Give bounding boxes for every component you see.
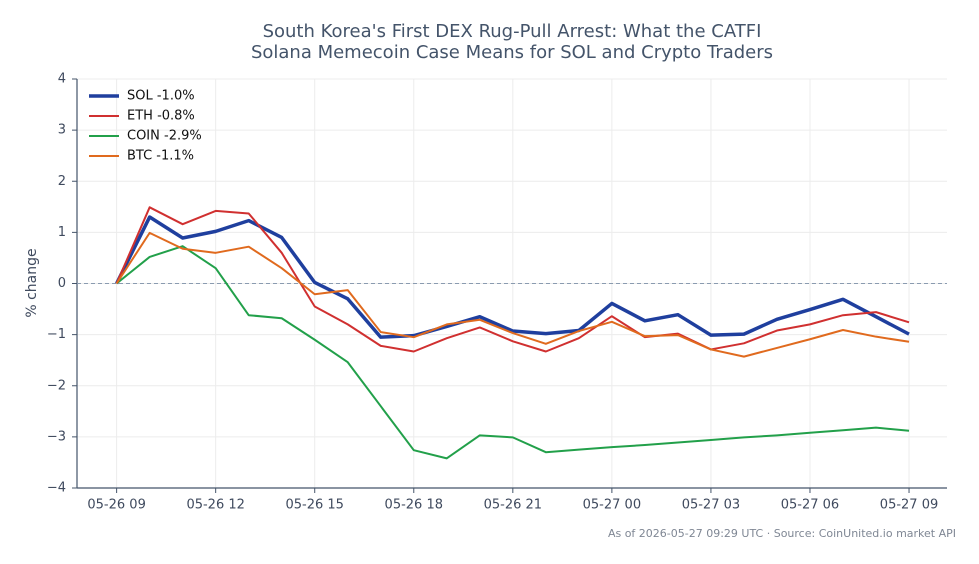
x-tick-label: 05-26 21 <box>484 498 542 513</box>
x-tick-label: 05-26 18 <box>385 498 443 513</box>
series-line <box>115 245 910 460</box>
x-tick-label: 05-26 15 <box>285 498 343 513</box>
legend-label: ETH -0.8% <box>127 109 195 124</box>
x-tick-label: 05-27 06 <box>781 498 839 513</box>
y-axis-label: % change <box>24 248 40 317</box>
y-tick-label: −2 <box>47 378 66 393</box>
y-tick-label: 2 <box>58 174 66 189</box>
series-line <box>115 215 910 339</box>
chart-title: South Korea's First DEX Rug-Pull Arrest:… <box>263 21 762 42</box>
x-tick-label: 05-26 09 <box>87 498 145 513</box>
y-tick-label: 4 <box>58 72 66 87</box>
y-tick-label: 0 <box>58 276 66 291</box>
x-tick-label: 05-27 00 <box>583 498 641 513</box>
y-tick-label: −4 <box>47 481 66 496</box>
x-tick-label: 05-26 12 <box>186 498 244 513</box>
y-tick-label: −3 <box>47 429 66 444</box>
series-line <box>115 206 910 353</box>
x-tick-label: 05-27 09 <box>880 498 938 513</box>
legend-label: COIN -2.9% <box>127 129 202 144</box>
y-tick-label: 3 <box>58 123 66 138</box>
x-tick-label: 05-27 03 <box>682 498 740 513</box>
y-tick-label: −1 <box>47 327 66 342</box>
footnote: As of 2026-05-27 09:29 UTC · Source: Coi… <box>608 527 956 540</box>
legend-label: BTC -1.1% <box>127 149 194 164</box>
legend-label: SOL -1.0% <box>127 89 195 104</box>
series-line <box>115 231 910 358</box>
y-tick-label: 1 <box>58 225 66 240</box>
chart-title: Solana Memecoin Case Means for SOL and C… <box>251 42 773 63</box>
